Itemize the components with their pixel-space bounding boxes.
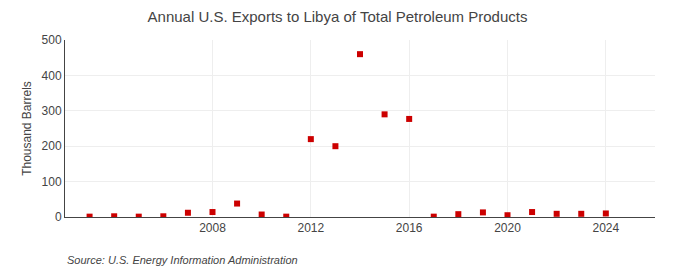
svg-text:2020: 2020	[494, 221, 521, 235]
svg-text:100: 100	[42, 175, 62, 189]
svg-text:300: 300	[42, 104, 62, 118]
svg-text:2024: 2024	[592, 221, 619, 235]
svg-text:Thousand Barrels: Thousand Barrels	[20, 81, 34, 176]
svg-text:500: 500	[42, 33, 62, 47]
svg-text:2008: 2008	[199, 221, 226, 235]
svg-text:400: 400	[42, 69, 62, 83]
svg-text:Annual U.S. Exports to Libya o: Annual U.S. Exports to Libya of Total Pe…	[148, 8, 528, 25]
svg-text:0: 0	[55, 210, 62, 224]
svg-text:200: 200	[42, 139, 62, 153]
svg-text:Source: U.S. Energy Informatio: Source: U.S. Energy Information Administ…	[67, 254, 298, 266]
svg-text:2016: 2016	[396, 221, 423, 235]
svg-text:2012: 2012	[297, 221, 324, 235]
